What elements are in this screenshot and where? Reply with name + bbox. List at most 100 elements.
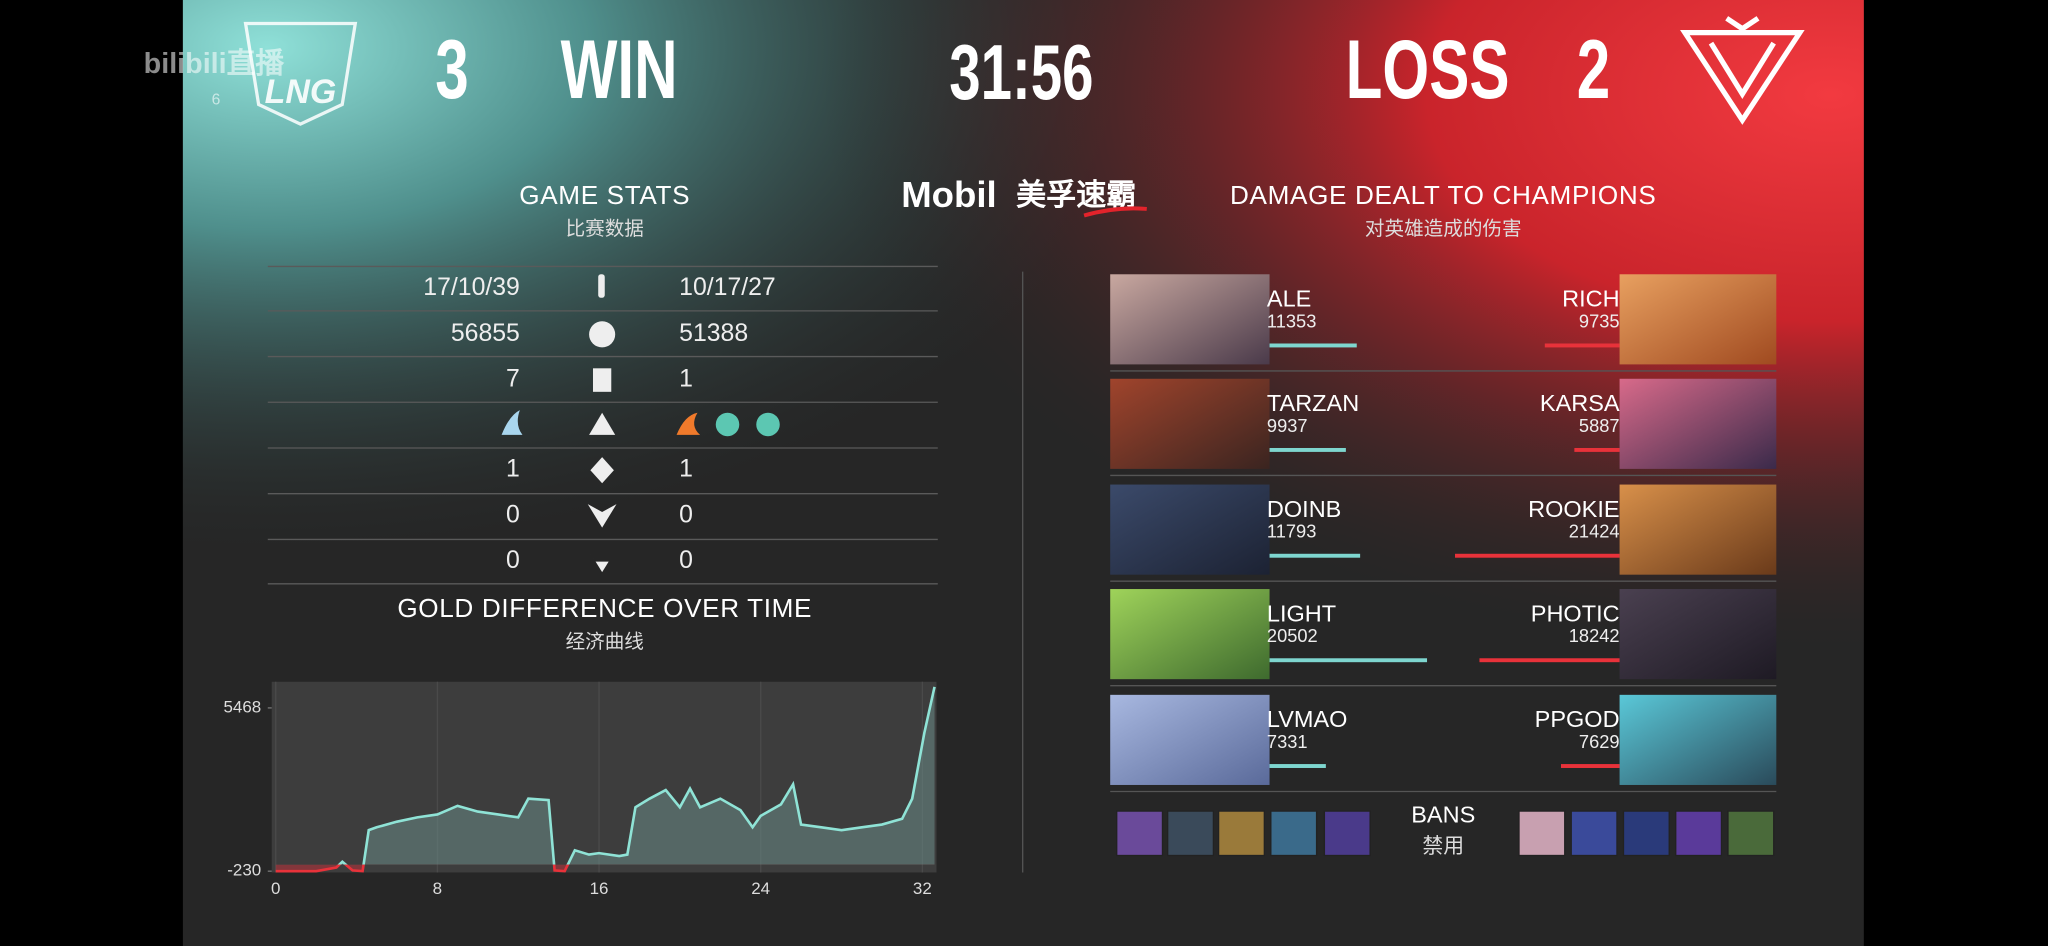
- watermark-brand: bilibili直播: [144, 48, 285, 80]
- x-tick-label: 0: [271, 879, 280, 898]
- lng-logo: [243, 21, 358, 126]
- stat-right: 1: [679, 366, 693, 393]
- sponsor-local: 美孚速霸: [1016, 178, 1136, 212]
- player-name: LVMAO: [1267, 706, 1348, 732]
- infernal-dragon: [676, 412, 701, 435]
- champion-portrait: [1110, 378, 1270, 469]
- damage-title: DAMAGE DEALT TO CHAMPIONS: [1230, 180, 1656, 210]
- champion-portrait: [1619, 378, 1777, 469]
- damage-value: 7629: [1579, 731, 1620, 752]
- gold-icon: [589, 321, 616, 348]
- damage-bar: [1544, 343, 1620, 348]
- y-tick-label: 5468: [223, 697, 261, 716]
- champion-portrait: [1619, 484, 1777, 575]
- damage-value: 21424: [1569, 521, 1620, 542]
- damage-value: 9735: [1579, 310, 1620, 331]
- damage-value: 11793: [1267, 521, 1316, 542]
- ban-portrait: [1570, 810, 1618, 857]
- damage-bar: [1269, 764, 1326, 768]
- damage-value: 9937: [1267, 415, 1308, 436]
- champion-portrait: [1110, 589, 1270, 680]
- ban-portrait: [1622, 810, 1670, 857]
- ban-portrait: [1675, 810, 1723, 857]
- stat-left: 0: [506, 501, 520, 528]
- damage-bar: [1479, 658, 1620, 663]
- bans-subtitle: 禁用: [1422, 835, 1464, 858]
- right-score: 2: [1577, 23, 1610, 116]
- damage-bar: [1269, 447, 1346, 452]
- damage-value: 5887: [1579, 415, 1620, 436]
- v5-logo: [1680, 16, 1805, 125]
- x-tick-label: 8: [433, 879, 442, 898]
- stat-left: 7: [506, 366, 520, 393]
- player-name: ALE: [1267, 286, 1311, 312]
- left-score: 3: [435, 23, 468, 116]
- player-name: RICH: [1562, 286, 1619, 312]
- stat-left: 17/10/39: [423, 274, 520, 301]
- champion-portrait: [1619, 694, 1777, 785]
- player-name: TARZAN: [1267, 390, 1359, 416]
- stat-right: 1: [679, 456, 693, 483]
- player-name: DOINB: [1267, 496, 1341, 522]
- stat-left: 56855: [451, 320, 520, 347]
- stat-right: 0: [679, 547, 693, 574]
- gold-line: [337, 686, 936, 865]
- y-tick-label: -230: [227, 861, 261, 880]
- player-name: ROOKIE: [1528, 496, 1619, 522]
- stat-icons: [587, 274, 617, 573]
- ocean-dragon: [715, 412, 740, 437]
- right-result: LOSS: [1346, 23, 1510, 116]
- bans-title: BANS: [1411, 802, 1475, 828]
- tower-icon: [592, 368, 612, 392]
- watermark-count: 6: [212, 92, 221, 109]
- x-tick-label: 24: [751, 879, 770, 898]
- stat-right: 51388: [679, 320, 748, 347]
- ban-portrait: [1727, 810, 1775, 857]
- game-stats-subtitle: 比赛数据: [566, 218, 644, 240]
- gold-chart-title: GOLD DIFFERENCE OVER TIME: [397, 593, 812, 623]
- gold-area-positive: [339, 686, 935, 865]
- ban-portrait: [1217, 810, 1265, 857]
- gold-chart-subtitle: 经济曲线: [566, 631, 644, 653]
- stat-left: 0: [506, 547, 520, 574]
- ocean-dragon: [756, 412, 780, 437]
- damage-bar: [1269, 553, 1361, 558]
- champion-portrait: [1110, 484, 1270, 575]
- kills-icon: [598, 274, 605, 298]
- ban-portrait: [1518, 810, 1566, 857]
- lng-logo-text: LNG: [265, 73, 337, 111]
- left-result: WIN: [561, 23, 678, 116]
- champion-portrait: [1110, 274, 1270, 365]
- game-time: 31:56: [949, 29, 1093, 116]
- ban-portrait: [1270, 810, 1318, 857]
- sponsor-swoosh: [1083, 206, 1147, 218]
- player-name: KARSA: [1540, 390, 1620, 416]
- dragon-icon: [589, 412, 616, 435]
- cloud-dragon: [501, 410, 523, 435]
- stat-right: 0: [679, 501, 693, 528]
- sponsor-brand: Mobil: [901, 174, 996, 215]
- player-name: PPGOD: [1535, 706, 1620, 732]
- baron-icon: [587, 504, 617, 528]
- herald-icon: [590, 457, 614, 484]
- champion-portrait: [1619, 274, 1777, 365]
- stat-right: 10/17/27: [679, 274, 776, 301]
- champion-portrait: [1619, 589, 1777, 680]
- game-stats-title: GAME STATS: [519, 180, 690, 210]
- x-tick-label: 32: [913, 879, 932, 898]
- damage-bar: [1574, 447, 1620, 452]
- damage-subtitle: 对英雄造成的伤害: [1365, 218, 1522, 240]
- player-name: LIGHT: [1267, 600, 1336, 626]
- damage-bar: [1455, 553, 1620, 558]
- champion-portrait: [1110, 694, 1270, 785]
- damage-value: 20502: [1267, 625, 1318, 646]
- damage-value: 7331: [1267, 731, 1308, 752]
- ban-portrait: [1167, 810, 1215, 857]
- damage-bar: [1269, 343, 1357, 348]
- ban-portrait: [1116, 810, 1164, 857]
- ban-portrait: [1323, 810, 1371, 857]
- damage-value: 18242: [1569, 625, 1620, 646]
- player-name: PHOTIC: [1531, 600, 1620, 626]
